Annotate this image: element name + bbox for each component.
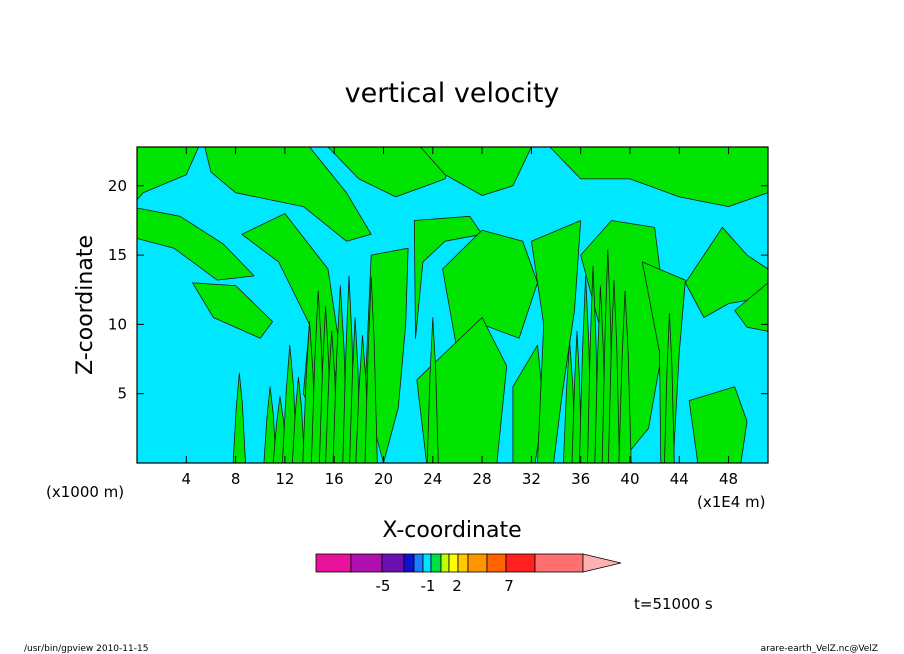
footer-right: arare-earth_VelZ.nc@VelZ	[761, 644, 878, 654]
positive-region	[641, 261, 686, 463]
positive-streak	[618, 290, 632, 463]
x-tick-label: 4	[182, 470, 192, 488]
plot-area	[137, 147, 768, 463]
colorbar-swatch	[467, 553, 488, 573]
x-axis: 4 8 12 16 20 24 28 32 36 40 44 48	[182, 147, 738, 488]
x-tick-label: 40	[620, 470, 639, 488]
positive-streak	[232, 372, 246, 463]
chart-title: vertical velocity	[345, 78, 560, 109]
time-label: t=51000 s	[634, 595, 713, 613]
positive-streak	[364, 276, 378, 463]
y-tick-label: 10	[108, 315, 127, 333]
positive-region	[137, 147, 199, 201]
y-tick-label: 5	[117, 385, 127, 403]
x-tick-label: 16	[325, 470, 344, 488]
colorbar-swatch	[413, 553, 424, 573]
colorbar-swatch	[403, 553, 415, 573]
positive-region	[549, 147, 768, 207]
positive-region	[416, 317, 508, 463]
positive-region	[420, 147, 532, 196]
colorbar-swatch	[440, 553, 450, 573]
positive-streak	[263, 386, 277, 463]
y-axis: 5 10 15 20	[108, 177, 768, 403]
positive-streak	[291, 376, 305, 463]
colorbar-swatch	[430, 553, 442, 573]
colorbar-label: -1	[421, 577, 436, 595]
colorbar-swatch	[350, 553, 383, 573]
positive-streak	[282, 344, 298, 463]
colorbar	[315, 553, 622, 573]
x-tick-label: 12	[275, 470, 294, 488]
positive-region	[413, 215, 483, 339]
x-unit-left: (x1000 m)	[46, 483, 124, 501]
positive-region	[685, 227, 768, 318]
colorbar-swatch	[486, 553, 507, 573]
positive-region	[734, 282, 768, 332]
x-tick-label: 32	[522, 470, 541, 488]
x-unit-right: (x1E4 m)	[697, 493, 766, 511]
positive-streak	[608, 279, 620, 463]
x-tick-label: 28	[473, 470, 492, 488]
colorbar-label: 2	[452, 577, 462, 595]
positive-velocity-regions	[137, 147, 768, 463]
positive-region	[688, 386, 748, 463]
colorbar-swatch	[534, 553, 584, 573]
colorbar-label: 7	[504, 577, 514, 595]
x-axis-label: X-coordinate	[382, 518, 521, 543]
y-tick-label: 15	[108, 246, 127, 264]
x-tick-label: 36	[571, 470, 590, 488]
x-tick-label: 8	[231, 470, 241, 488]
colorbar-arrow	[582, 553, 622, 573]
plot-frame	[136, 146, 769, 464]
colorbar-labels: -5 -1 2 7	[376, 577, 514, 595]
x-tick-label: 24	[423, 470, 442, 488]
colorbar-swatch	[422, 553, 432, 573]
colorbar-swatch	[448, 553, 459, 573]
colorbar-swatch	[457, 553, 469, 573]
footer-left: /usr/bin/gpview 2010-11-15	[24, 644, 148, 654]
colorbar-swatch	[315, 553, 352, 573]
positive-streak	[664, 312, 675, 463]
y-axis-label: Z-coordinate	[73, 235, 98, 375]
positive-region	[327, 147, 458, 198]
colorbar-swatch	[505, 553, 536, 573]
positive-region	[531, 220, 582, 463]
x-tick-label: 20	[374, 470, 393, 488]
colorbar-label: -5	[376, 577, 391, 595]
colorbar-swatch	[381, 553, 405, 573]
positive-streak	[426, 317, 439, 463]
positive-region	[192, 282, 273, 339]
x-tick-label: 48	[719, 470, 738, 488]
y-tick-label: 20	[108, 177, 127, 195]
positive-region	[137, 207, 255, 281]
positive-region	[204, 147, 372, 242]
positive-streak	[571, 330, 583, 463]
x-tick-label: 44	[670, 470, 689, 488]
